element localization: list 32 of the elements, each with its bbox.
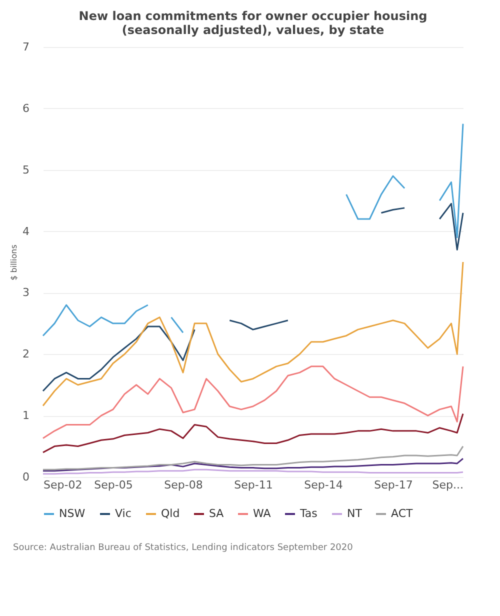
x-tick-label: Sep-08 bbox=[164, 478, 203, 492]
y-tick-label: 2 bbox=[22, 348, 30, 361]
line-series bbox=[42, 261, 464, 406]
y-tick-label: 3 bbox=[22, 286, 30, 300]
text: New loan commitments for owner occupier housing bbox=[78, 9, 428, 23]
legend-label: SA bbox=[209, 507, 224, 520]
y-tick-label: 6 bbox=[22, 102, 30, 115]
x-tick-label: Sep-05 bbox=[94, 478, 133, 492]
x-tick-label: Sep-02 bbox=[44, 478, 82, 492]
y-tick-label: 7 bbox=[22, 40, 30, 54]
line-series bbox=[42, 458, 464, 472]
legend-label: NT bbox=[347, 507, 362, 520]
source-note: Source: Australian Bureau of Statistics, Lending indicators September 2020 bbox=[13, 543, 354, 553]
y-tick-label: 0 bbox=[22, 470, 30, 484]
x-tick-label: Sep-11 bbox=[234, 478, 273, 492]
legend-label: WA bbox=[253, 507, 272, 520]
line-series bbox=[42, 366, 464, 440]
legend-label: Tas bbox=[299, 507, 318, 520]
line-series bbox=[42, 412, 464, 454]
legend-label: Qld bbox=[161, 507, 180, 520]
x-tick-label: Sep... bbox=[432, 478, 464, 492]
y-tick-label: 4 bbox=[22, 224, 30, 238]
text: (seasonally adjusted), values, by state bbox=[122, 23, 384, 37]
y-axis-title: $ billions bbox=[10, 244, 18, 280]
legend-label: Vic bbox=[115, 507, 132, 520]
legend-label: ACT bbox=[391, 507, 414, 520]
y-tick-label: 1 bbox=[22, 409, 30, 422]
x-tick-label: Sep-14 bbox=[304, 478, 343, 492]
x-tick-label: Sep-17 bbox=[374, 478, 413, 492]
y-tick-label: 5 bbox=[22, 163, 30, 176]
line-series bbox=[42, 446, 464, 470]
legend-label: NSW bbox=[59, 507, 86, 520]
